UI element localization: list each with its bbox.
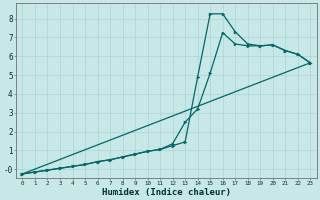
X-axis label: Humidex (Indice chaleur): Humidex (Indice chaleur) bbox=[102, 188, 231, 197]
